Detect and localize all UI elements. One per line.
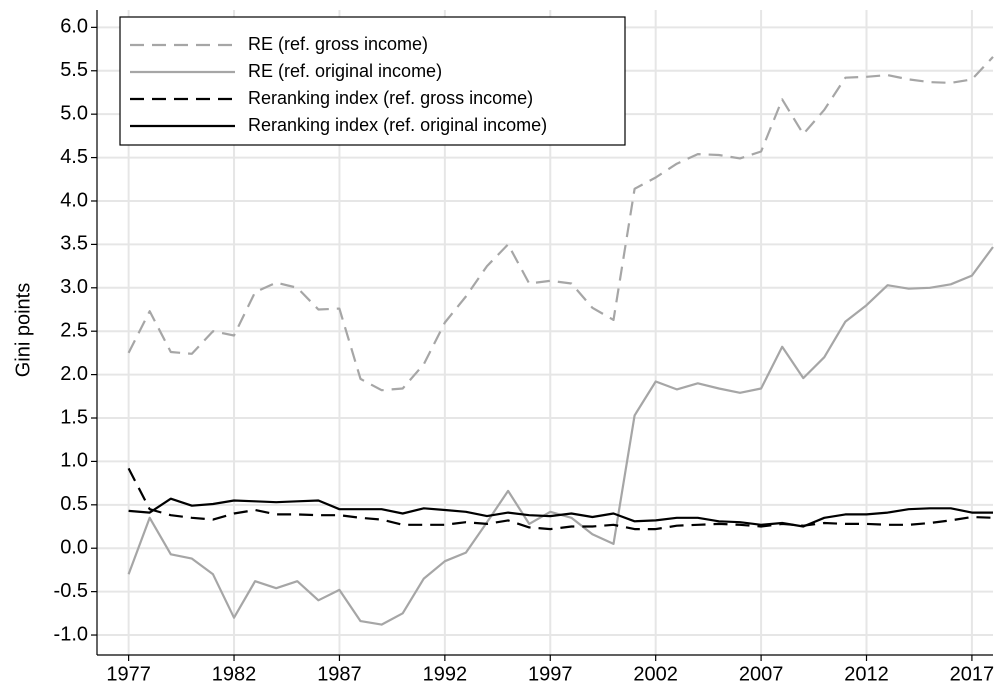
x-tick-label: 1997 xyxy=(528,663,573,685)
x-tick-label: 1992 xyxy=(423,663,468,685)
y-axis-label: Gini points xyxy=(12,283,34,378)
series-line xyxy=(127,246,994,626)
x-tick-label: 2017 xyxy=(950,663,995,685)
y-tick-label: 0.5 xyxy=(60,493,88,515)
legend-box xyxy=(119,16,626,146)
y-tick-label: 1.0 xyxy=(60,450,88,472)
legend-label: Reranking index (ref. original income) xyxy=(248,115,547,135)
y-tick-label: 1.5 xyxy=(60,406,88,428)
y-tick-label: 2.5 xyxy=(60,319,88,341)
plot-lines xyxy=(127,56,994,626)
y-tick-label: 4.5 xyxy=(60,146,88,168)
legend-label: RE (ref. original income) xyxy=(248,61,442,81)
y-tick-label: 3.0 xyxy=(60,276,88,298)
legend-label: RE (ref. gross income) xyxy=(248,34,428,54)
x-tick-label: 1987 xyxy=(317,663,362,685)
axes: -1.0 -0.5 0.0 0.5 1.0 1.5 2.0 2.5 3.0 3.5 4.0 4.5 5.… xyxy=(54,10,995,685)
legend-label: Reranking index (ref. gross income) xyxy=(248,88,533,108)
x-tick-label: 2002 xyxy=(633,663,678,685)
legend: RE (ref. gross income) RE (ref. original … xyxy=(119,16,626,146)
x-tick-label: 2012 xyxy=(844,663,889,685)
y-tick-label: 6.0 xyxy=(60,16,88,38)
y-tick-label: -1.0 xyxy=(54,623,88,645)
series-line xyxy=(127,467,994,531)
y-tick-label: 0.0 xyxy=(60,537,88,559)
y-tick-label: 4.0 xyxy=(60,189,88,211)
series-line xyxy=(128,497,993,528)
y-tick-label: 5.0 xyxy=(60,102,88,124)
series-line xyxy=(127,56,994,392)
x-tick-label: 1982 xyxy=(212,663,257,685)
x-tick-label: 2007 xyxy=(739,663,784,685)
y-tick-label: 3.5 xyxy=(60,233,88,255)
y-tick-label: -0.5 xyxy=(54,580,88,602)
x-tick-label: 1977 xyxy=(106,663,151,685)
y-tick-label: 5.5 xyxy=(60,59,88,81)
y-tick-label: 2.0 xyxy=(60,363,88,385)
